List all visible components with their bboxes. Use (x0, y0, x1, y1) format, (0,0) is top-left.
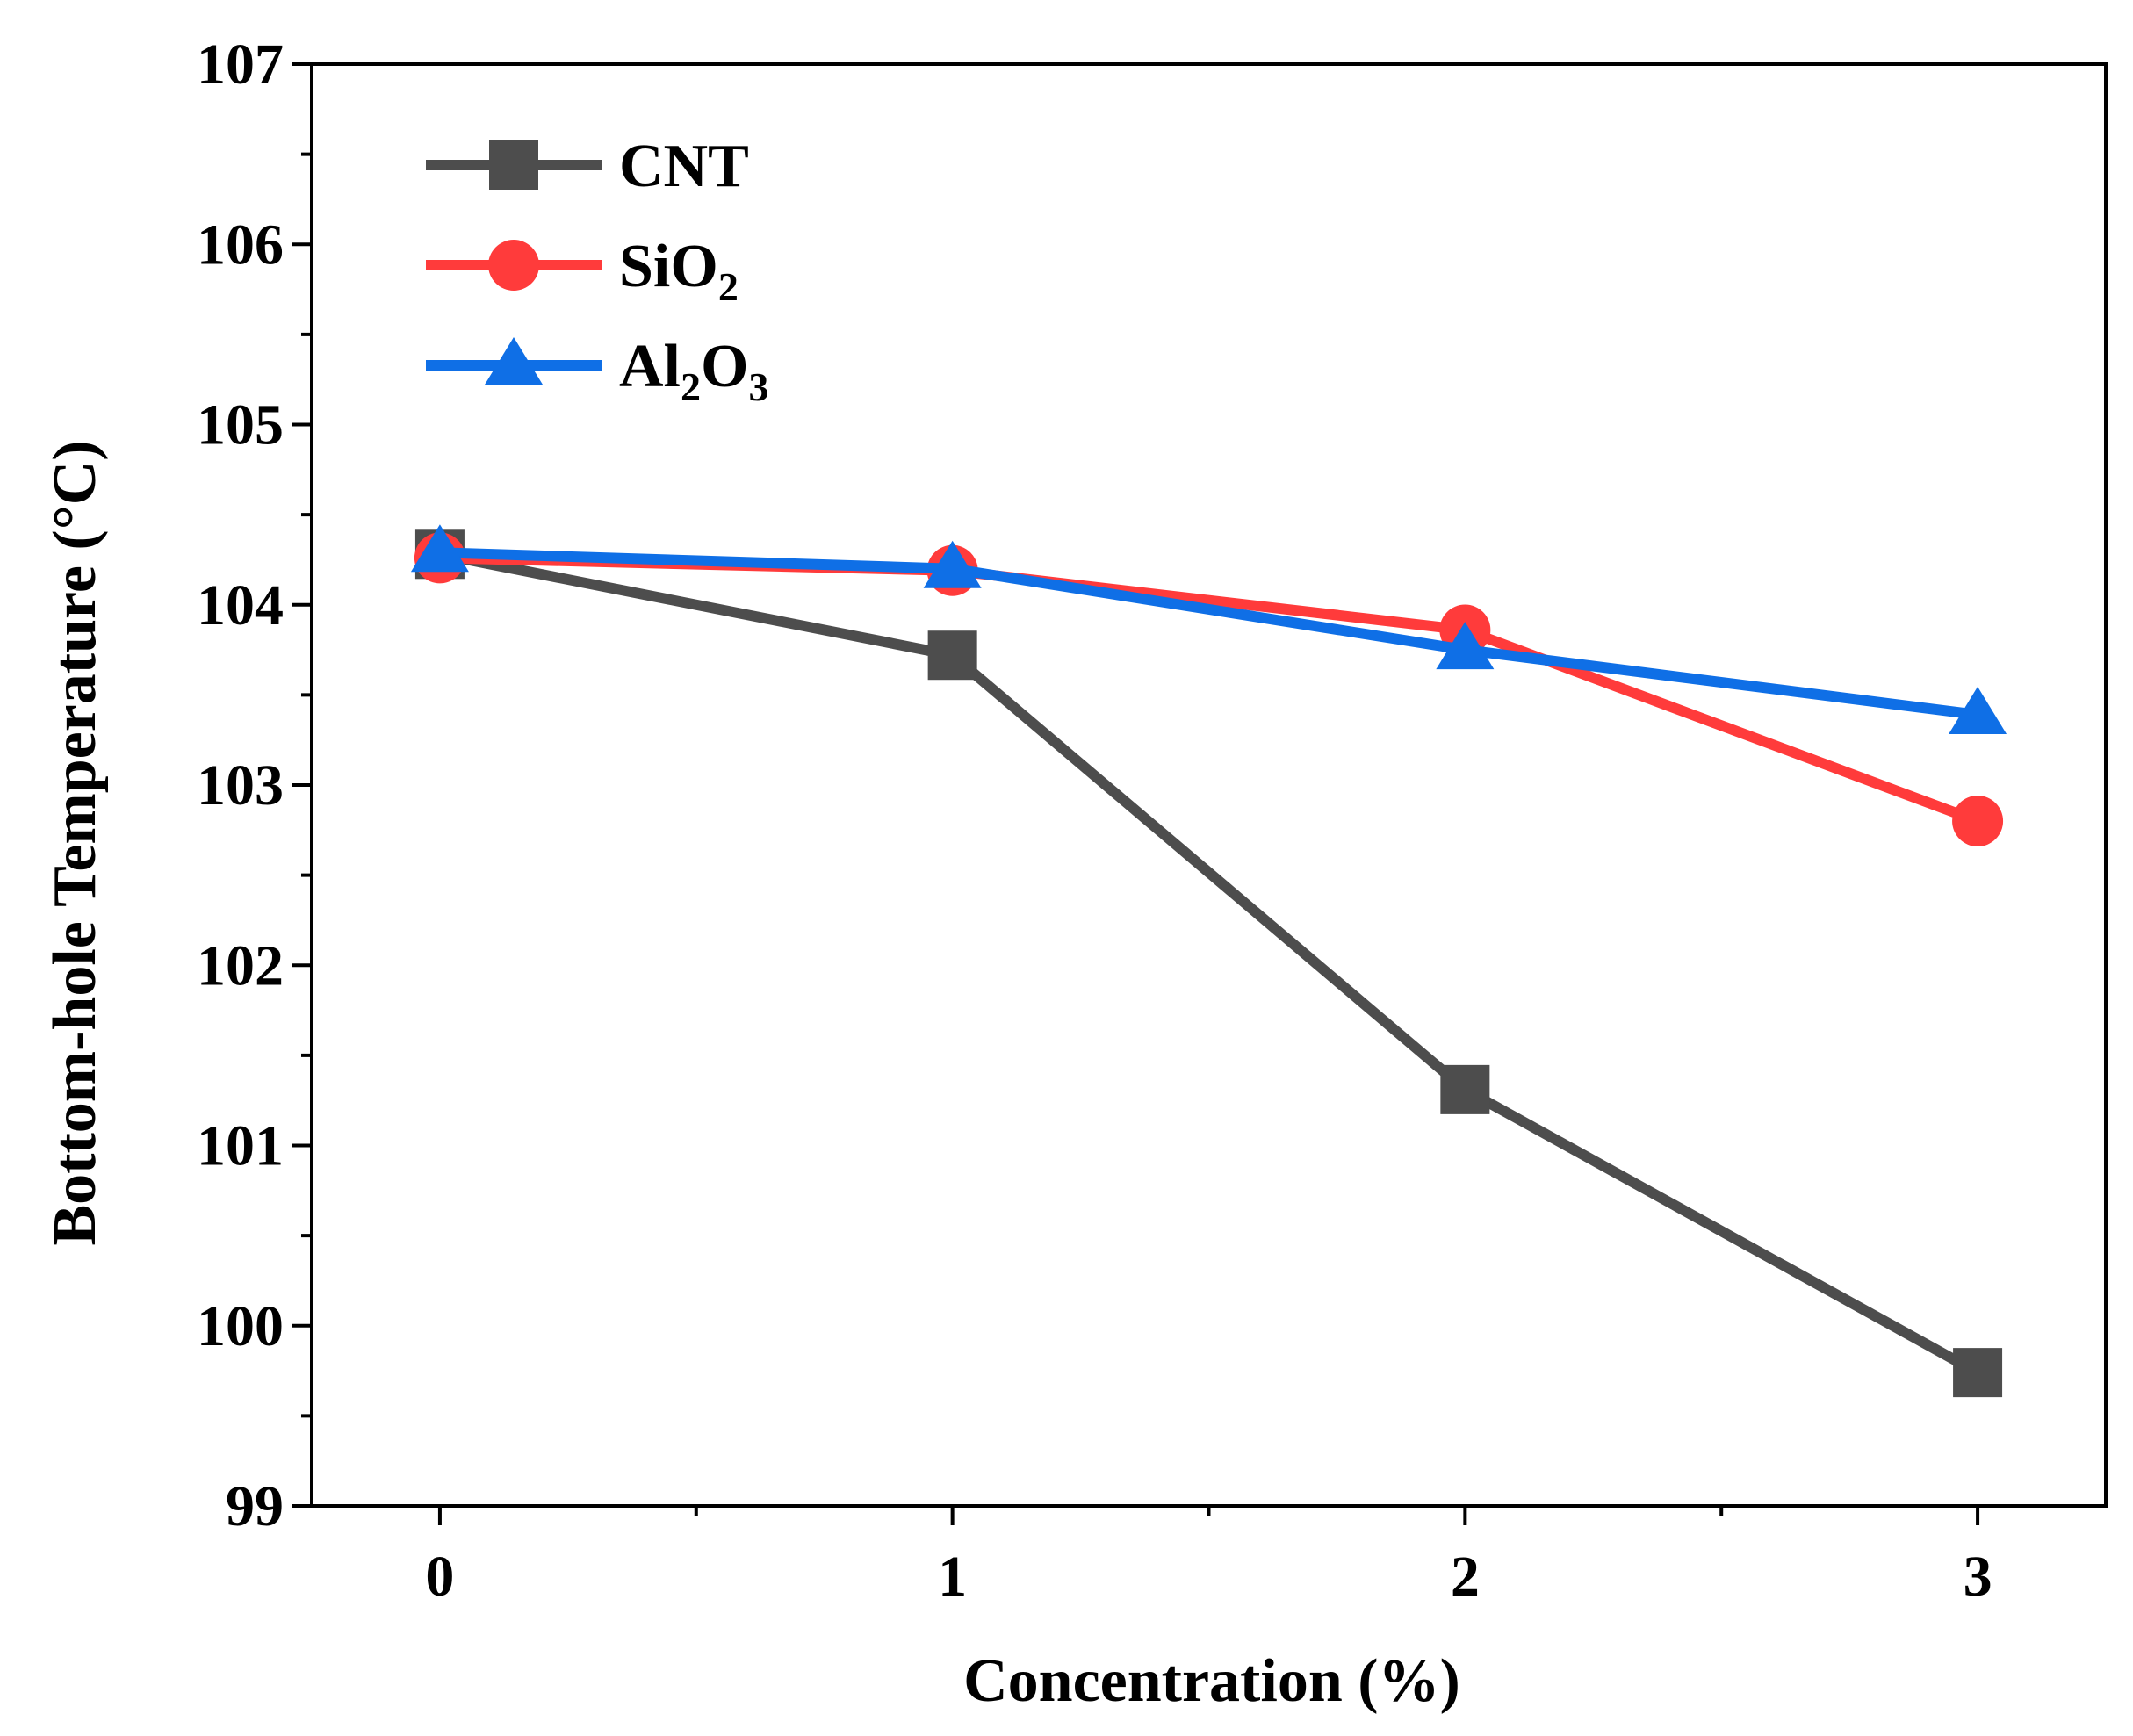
data-point-al2o3 (1436, 622, 1495, 670)
legend-marker-cnt (489, 140, 538, 190)
y-tick-label: 107 (197, 32, 284, 97)
legend-marker-al2o3 (485, 337, 543, 385)
y-tick-label: 100 (197, 1294, 284, 1358)
y-tick-label: 99 (226, 1474, 284, 1538)
y-axis: 99 100 101 102 103 104 105 106 107 (197, 32, 312, 1538)
x-tick-label: 0 (425, 1545, 454, 1609)
data-point-al2o3 (410, 524, 469, 573)
legend-item-cnt: CNT (426, 133, 749, 200)
series-al2o3 (410, 524, 2007, 734)
y-tick-label: 106 (197, 212, 284, 277)
data-point-al2o3 (1949, 686, 2007, 734)
legend-label-al2o3: Al2O3 (619, 333, 768, 409)
series-line-al2o3 (439, 547, 1978, 720)
data-point-cnt (1953, 1348, 2003, 1398)
legend-marker-sio2 (488, 240, 539, 291)
x-tick-label: 1 (938, 1545, 967, 1609)
legend-label-sio2: SiO2 (619, 233, 739, 309)
y-tick-label: 105 (197, 393, 284, 457)
y-tick-label: 102 (197, 933, 284, 998)
data-point-cnt (927, 630, 977, 681)
legend: CNT SiO2 Al2O3 (426, 133, 768, 409)
y-tick-label: 104 (197, 573, 284, 637)
data-point-cnt (1440, 1064, 1490, 1114)
data-point-sio2 (1952, 796, 2004, 847)
y-tick-label: 103 (197, 753, 284, 818)
legend-label-cnt: CNT (619, 133, 749, 200)
series-line-cnt (438, 549, 1980, 1378)
x-axis: 0 1 2 3 (425, 1506, 1992, 1609)
x-axis-title: Concentration (%) (963, 1647, 1460, 1715)
x-tick-label: 3 (1964, 1545, 1992, 1609)
series-layer (410, 524, 2007, 1398)
y-tick-label: 101 (197, 1114, 284, 1178)
x-tick-label: 2 (1451, 1545, 1480, 1609)
legend-item-al2o3: Al2O3 (426, 333, 768, 409)
data-point-al2o3 (923, 540, 982, 588)
legend-item-sio2: SiO2 (426, 233, 739, 309)
y-axis-title: Bottom-hole Temperature (°C) (41, 440, 109, 1245)
